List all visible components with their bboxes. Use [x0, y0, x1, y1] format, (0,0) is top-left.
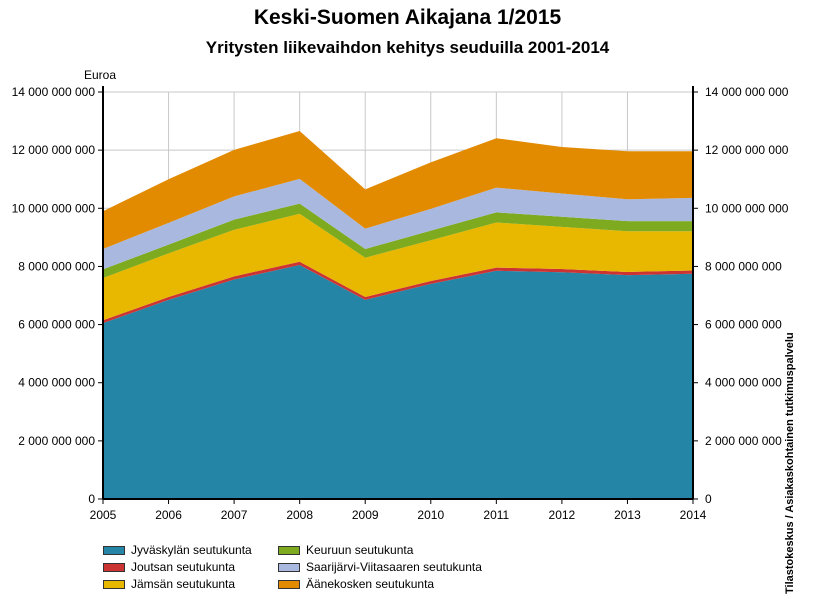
legend-label: Saarijärvi-Viitasaaren seutukunta — [306, 560, 482, 574]
legend-swatch — [103, 562, 125, 572]
area-series-6 — [103, 130, 693, 249]
legend-label: Keuruun seutukunta — [306, 543, 414, 557]
legend-item: Saarijärvi-Viitasaaren seutukunta — [278, 560, 482, 574]
y-tick-label-right: 10 000 000 000 — [705, 201, 789, 215]
x-tick-label: 2010 — [417, 508, 444, 522]
legend-label: Äänekosken seutukunta — [306, 577, 435, 591]
legend-item: Keuruun seutukunta — [278, 543, 413, 557]
y-tick-label-left: 2 000 000 000 — [18, 434, 95, 448]
y-tick-label-right: 6 000 000 000 — [705, 318, 782, 332]
legend-item: Jämsän seutukunta — [103, 577, 235, 591]
area-series-1 — [103, 264, 693, 499]
legend-swatch — [278, 579, 300, 589]
y-tick-label-right: 14 000 000 000 — [705, 85, 789, 99]
y-tick-label-right: 12 000 000 000 — [705, 143, 789, 157]
y-tick-label-left: 4 000 000 000 — [18, 376, 95, 390]
area-series-3 — [103, 213, 693, 321]
area-series-4 — [103, 203, 693, 279]
x-tick-label: 2008 — [286, 508, 313, 522]
chart-subtitle: Yritysten liikevaihdon kehitys seuduilla… — [205, 38, 610, 57]
x-tick-label: 2011 — [483, 508, 509, 522]
area-series-5 — [103, 178, 693, 270]
source-label: Tilastokeskus / Asiakaskohtainen tutkimu… — [784, 332, 796, 594]
legend-label: Jämsän seutukunta — [131, 577, 236, 591]
x-tick-label: 2012 — [549, 508, 576, 522]
y-tick-label-left: 0 — [88, 492, 95, 506]
y-tick-label-left: 12 000 000 000 — [12, 143, 96, 157]
x-tick-label: 2006 — [155, 508, 182, 522]
axes: 0 0 2 000 000 000 2 000 000 000 4 000 000 00… — [12, 85, 789, 522]
y-tick-label-left: 14 000 000 000 — [12, 85, 96, 99]
legend-swatch — [278, 545, 300, 555]
legend-item: Joutsan seutukunta — [103, 560, 235, 574]
chart-title: Keski-Suomen Aikajana 1/2015 — [253, 6, 562, 29]
y-tick-label-right: 2 000 000 000 — [705, 434, 782, 448]
x-tick-label: 2007 — [221, 508, 248, 522]
x-tick-label: 2014 — [680, 508, 707, 522]
x-tick-label: 2005 — [90, 508, 117, 522]
y-tick-label-right: 8 000 000 000 — [705, 259, 782, 273]
legend-label: Jyväskylän seutukunta — [131, 543, 252, 557]
legend-swatch — [103, 545, 125, 555]
legend-item: Jyväskylän seutukunta — [103, 543, 252, 557]
y-axis-unit-label: Euroa — [84, 68, 117, 82]
legend-swatch — [278, 562, 300, 572]
legend-swatch — [103, 579, 125, 589]
legend-item: Äänekosken seutukunta — [278, 577, 434, 591]
y-tick-label-left: 10 000 000 000 — [12, 201, 96, 215]
legend-label: Joutsan seutukunta — [131, 560, 236, 574]
x-tick-label: 2013 — [614, 508, 641, 522]
y-tick-label-left: 6 000 000 000 — [18, 318, 95, 332]
series-areas — [103, 130, 693, 499]
x-tick-label: 2009 — [352, 508, 379, 522]
y-tick-label-left: 8 000 000 000 — [18, 259, 95, 273]
y-tick-label-right: 4 000 000 000 — [705, 376, 782, 390]
y-tick-label-right: 0 — [705, 492, 712, 506]
